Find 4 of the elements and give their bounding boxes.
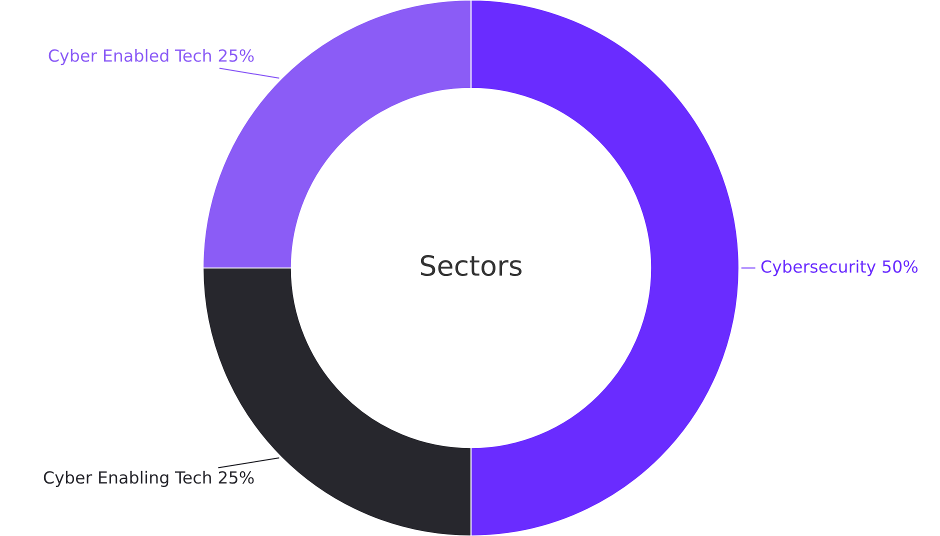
slice-label: Cyber Enabling Tech 25% <box>44 470 254 488</box>
slice-label: Cybersecurity 50% <box>761 260 918 276</box>
slice-label: Cyber Enabled Tech 25% <box>48 48 254 66</box>
text: Sectors <box>420 255 522 276</box>
